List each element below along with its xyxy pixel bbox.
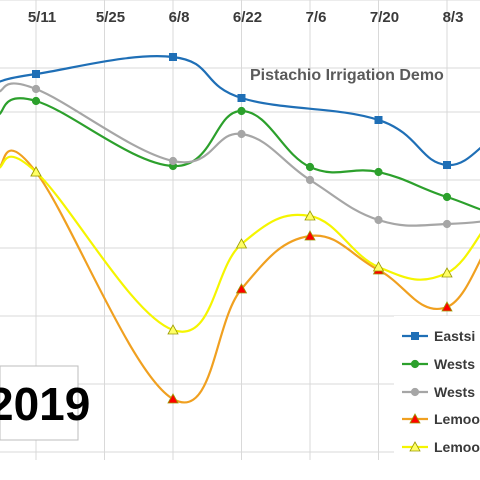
x-tick-label: 7/6 bbox=[306, 9, 327, 26]
legend: Eastsi Wests Wests Lemoo Lemoo bbox=[394, 316, 480, 460]
data-point-triangle bbox=[441, 267, 453, 278]
legend-item: Wests bbox=[402, 356, 475, 372]
legend-label: Wests bbox=[434, 384, 475, 400]
data-point-circle bbox=[410, 387, 420, 397]
legend-label: Lemoo bbox=[434, 411, 480, 427]
data-point-square bbox=[374, 116, 383, 124]
legend-item: Wests bbox=[402, 384, 475, 400]
year-label: 2019 bbox=[0, 378, 90, 430]
chart-title: Pistachio Irrigation Demo bbox=[250, 67, 444, 84]
data-point-square bbox=[32, 70, 40, 78]
x-tick-label: 7/20 bbox=[370, 9, 399, 26]
data-point-triangle bbox=[304, 210, 316, 221]
data-point-circle bbox=[237, 129, 246, 139]
data-point-triangle bbox=[409, 413, 421, 424]
data-point-circle bbox=[374, 167, 383, 177]
data-point-square bbox=[443, 161, 451, 169]
data-point-circle bbox=[442, 192, 452, 202]
data-point-circle bbox=[305, 175, 315, 185]
x-tick-label: 6/22 bbox=[233, 9, 262, 26]
x-tick-label: 5/11 bbox=[28, 9, 56, 26]
data-point-triangle bbox=[167, 393, 179, 404]
data-point-square bbox=[411, 332, 419, 340]
data-point-triangle bbox=[441, 301, 453, 312]
legend-label: Lemoo bbox=[434, 439, 480, 455]
data-point-circle bbox=[31, 96, 41, 106]
legend-item: Lemoo bbox=[402, 439, 480, 455]
legend-label: Wests bbox=[434, 356, 475, 372]
series-path bbox=[0, 155, 480, 333]
series-line bbox=[0, 96, 480, 211]
data-point-circle bbox=[237, 106, 246, 116]
legend-item: Lemoo bbox=[402, 411, 480, 427]
data-point-square bbox=[237, 94, 246, 102]
series-layer bbox=[0, 53, 480, 404]
data-point-circle bbox=[442, 219, 452, 229]
series-line bbox=[0, 155, 480, 335]
series-line bbox=[0, 53, 480, 169]
data-point-triangle bbox=[235, 238, 248, 249]
data-point-triangle bbox=[409, 441, 421, 452]
legend-item: Eastsi bbox=[402, 328, 475, 344]
data-point-circle bbox=[31, 84, 41, 94]
data-point-triangle bbox=[167, 324, 179, 335]
data-point-square bbox=[169, 53, 177, 61]
data-point-triangle bbox=[372, 261, 385, 272]
x-tick-label: 5/25 bbox=[96, 9, 125, 26]
legend-label: Eastsi bbox=[434, 328, 475, 344]
data-point-circle bbox=[168, 156, 178, 166]
series-path bbox=[0, 82, 480, 227]
x-axis-tick-labels: 5/115/256/86/227/67/208/38/178/31 bbox=[28, 9, 464, 26]
series-line bbox=[0, 82, 480, 229]
data-point-circle bbox=[374, 215, 383, 225]
x-tick-label: 6/8 bbox=[169, 9, 190, 26]
data-point-triangle bbox=[304, 230, 316, 241]
legend-box bbox=[394, 316, 480, 460]
data-point-circle bbox=[410, 359, 420, 369]
x-tick-label: 8/3 bbox=[443, 9, 464, 26]
series-path bbox=[0, 149, 480, 404]
data-point-triangle bbox=[235, 283, 248, 294]
series-path bbox=[0, 97, 480, 211]
year-box bbox=[0, 365, 79, 441]
data-point-circle bbox=[305, 162, 315, 172]
data-point-triangle bbox=[30, 166, 42, 177]
